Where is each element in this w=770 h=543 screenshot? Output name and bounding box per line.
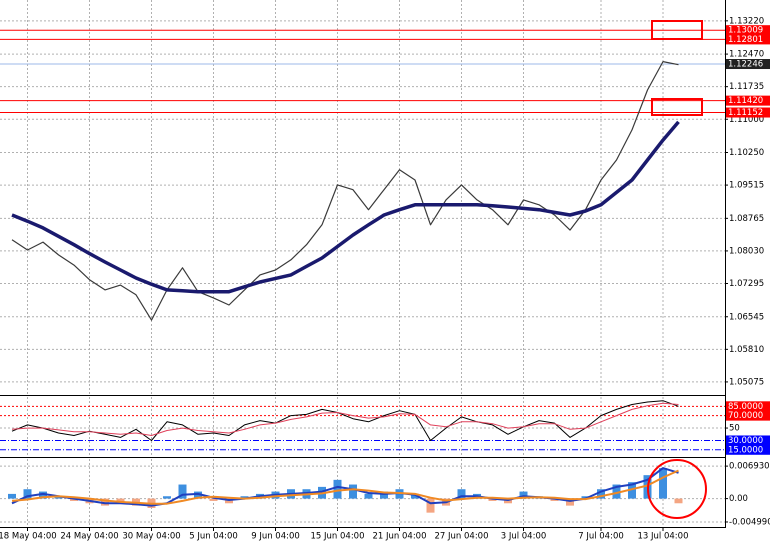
y-tick-label: 1.07295 [729, 279, 764, 289]
y-tick-label: 50 [729, 424, 740, 434]
x-tick-label: 9 Jun 04:00 [251, 532, 300, 542]
annotation-box [651, 98, 703, 116]
histogram-bar [519, 491, 528, 499]
histogram-bar [333, 479, 342, 499]
histogram-bar [550, 498, 559, 501]
y-tick-label: 1.13220 [729, 16, 764, 26]
series-line [11, 469, 679, 505]
histogram-bar [581, 496, 590, 499]
histogram-bar [70, 498, 78, 501]
y-tick-label: 1.11735 [729, 82, 764, 92]
histogram-bar [488, 498, 497, 501]
histogram-bar [411, 493, 419, 499]
x-tick-label: 3 Jul 04:00 [501, 532, 547, 542]
series-line [11, 402, 679, 436]
series-line [11, 467, 679, 507]
histogram-bar [194, 491, 202, 499]
histogram-bar [240, 496, 249, 499]
level-label: 1.11152 [728, 108, 763, 118]
histogram-bar [597, 489, 605, 499]
y-tick-label: 0.00 [729, 494, 748, 504]
histogram-bar [163, 496, 171, 499]
level-label: 1.12246 [728, 60, 763, 70]
annotation-box [651, 20, 703, 40]
level-label-box [726, 107, 770, 118]
level-label: 1.11420 [728, 96, 763, 106]
histogram-bar [8, 493, 16, 499]
level-label-box [726, 401, 770, 412]
x-tick-label: 18 May 04:00 [0, 532, 57, 542]
level-label: 1.13009 [728, 26, 763, 36]
x-tick-label: 5 Jun 04:00 [189, 532, 238, 542]
series-line [11, 400, 679, 441]
y-tick-label: 1.05810 [729, 345, 764, 355]
histogram-bar [209, 498, 218, 501]
histogram-bar [54, 496, 63, 499]
x-tick-label: 13 Jul 04:00 [638, 532, 689, 542]
x-tick-label: 15 Jun 04:00 [311, 532, 365, 542]
y-tick-label: -0.0049907 [729, 517, 770, 527]
level-label-box [726, 444, 770, 455]
level-label-box [726, 95, 770, 106]
histogram-bar [426, 498, 435, 513]
y-tick-label: 1.05075 [729, 377, 764, 387]
histogram-bar [457, 489, 466, 499]
level-label: 15.0000 [728, 445, 763, 455]
y-tick-label: 1.11000 [729, 115, 764, 125]
x-tick-label: 30 May 04:00 [122, 532, 180, 542]
y-tick-label: 1.09515 [729, 181, 764, 191]
histogram-bar [659, 468, 667, 499]
x-tick-label: 7 Jul 04:00 [578, 532, 624, 542]
x-tick-label: 27 Jun 04:00 [435, 532, 489, 542]
histogram-bar [349, 484, 357, 499]
y-tick-label: 1.10250 [729, 148, 764, 158]
level-label-box [726, 435, 770, 446]
y-tick-label: 0.0069306 [729, 462, 770, 472]
histogram-bar [39, 491, 47, 499]
level-label-box [726, 34, 770, 45]
level-label-box [726, 410, 770, 421]
level-label-box [726, 59, 770, 70]
level-label-box [726, 25, 770, 36]
histogram-bar [23, 489, 32, 499]
histogram-bar [628, 482, 636, 499]
x-tick-label: 24 May 04:00 [60, 532, 118, 542]
y-tick-label: 1.08765 [729, 214, 764, 224]
histogram-bar [612, 484, 621, 499]
histogram-bar [674, 498, 683, 504]
y-tick-label: 1.08030 [729, 246, 764, 256]
annotation-circle [647, 459, 707, 519]
level-label: 70.0000 [728, 411, 763, 421]
x-tick-label: 21 Jun 04:00 [373, 532, 427, 542]
level-label: 1.12801 [728, 35, 763, 45]
series-line [11, 61, 679, 321]
y-tick-label: 1.12470 [729, 50, 764, 60]
histogram-bar [566, 498, 574, 506]
histogram-bar [101, 498, 109, 506]
histogram-bar [178, 484, 187, 499]
level-label: 30.0000 [728, 436, 763, 446]
histogram-bar [364, 493, 373, 499]
level-label: 85.0000 [728, 402, 763, 412]
histogram-bar [380, 491, 388, 499]
series-line [11, 120, 680, 294]
y-tick-label: 1.06545 [729, 312, 764, 322]
